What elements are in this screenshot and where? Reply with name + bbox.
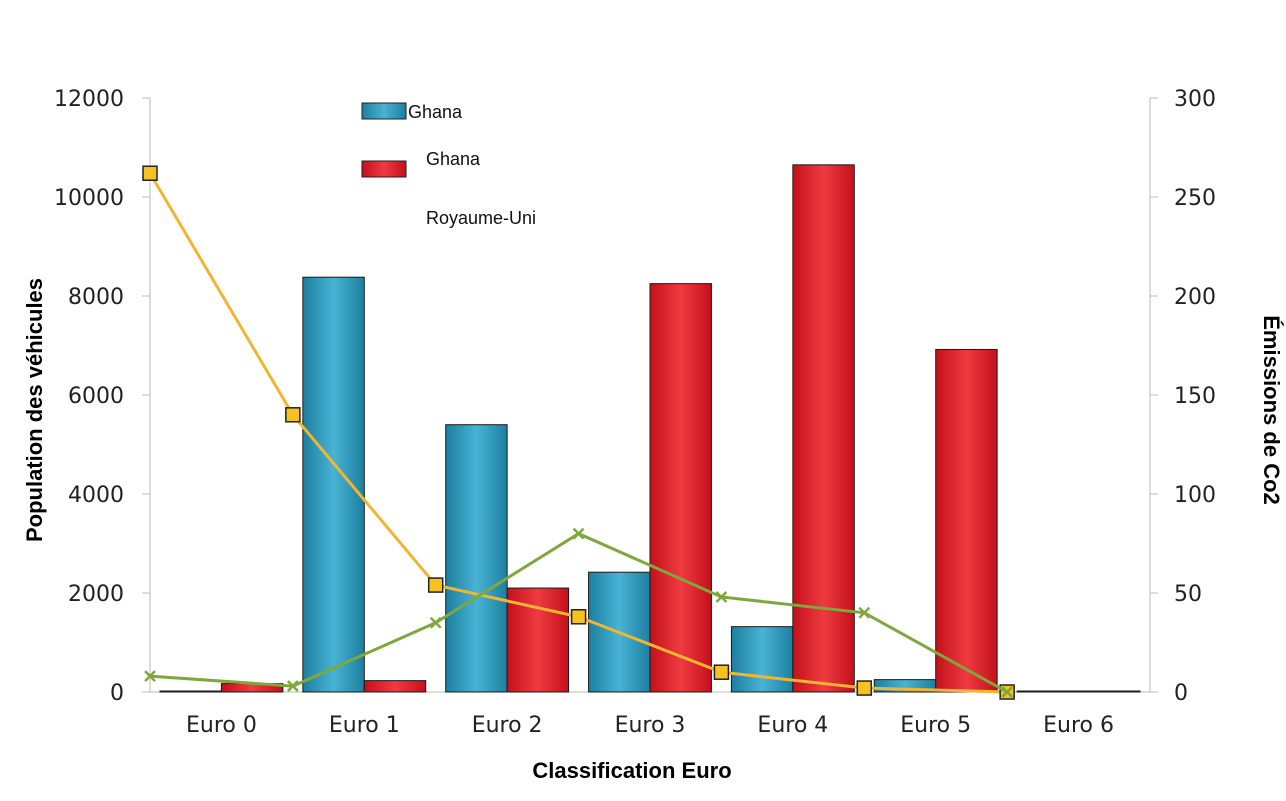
right-tick-label: 250 [1174, 186, 1216, 211]
bars [159, 164, 1141, 693]
x-tick-label: Euro 5 [900, 713, 971, 738]
bar-blue-euro-1 [302, 276, 365, 693]
line-green-marker [572, 527, 585, 540]
left-tick-label: 0 [110, 681, 124, 706]
x-tick-label: Euro 4 [757, 713, 828, 738]
left-tick-label: 6000 [68, 384, 124, 409]
y-axis-title: Population des véhicules [22, 278, 47, 542]
bar-red-euro-4 [792, 164, 855, 693]
left-tick-label: 12000 [54, 87, 124, 112]
bar-blue-euro-0 [159, 690, 222, 693]
x-tick-label: Euro 2 [472, 713, 543, 738]
x-tick-label: Euro 1 [329, 713, 400, 738]
bar-red-euro-3 [649, 283, 712, 693]
left-ticks: 0 2000 4000 6000 8000 10000 12000 [54, 87, 150, 706]
legend-label-3: Royaume-Uni [426, 208, 536, 228]
left-tick-label: 2000 [68, 582, 124, 607]
x-tick-labels: Euro 0 Euro 1 Euro 2 Euro 3 Euro 4 Euro 5 Euro… [186, 713, 1114, 738]
x-tick-label: Euro 3 [615, 713, 686, 738]
bar-blue-euro-2 [445, 424, 508, 693]
line-green-marker [144, 670, 156, 683]
line-green-marker [1001, 686, 1014, 698]
legend-label-1: Ghana [408, 102, 463, 122]
line-yellow-marker [427, 577, 444, 593]
right-tick-label: 50 [1174, 582, 1202, 607]
right-tick-label: 100 [1174, 483, 1216, 508]
lines [142, 165, 1015, 700]
bar-red-euro-1 [363, 680, 427, 693]
line-yellow-marker [285, 407, 301, 423]
line-yellow-marker [570, 609, 587, 625]
line-green-marker [429, 616, 442, 629]
left-tick-label: 4000 [68, 483, 124, 508]
line-green-marker [858, 606, 871, 619]
line-yellow-marker [142, 165, 158, 181]
right-tick-label: 150 [1174, 384, 1216, 409]
right-tick-label: 300 [1174, 87, 1216, 112]
legend-swatch-ghana-red [361, 160, 407, 178]
legend: Ghana Ghana Royaume-Uni [361, 102, 536, 228]
line-green-marker [715, 591, 728, 603]
legend-label-2: Ghana [426, 149, 481, 169]
bar-blue-euro-4 [730, 626, 794, 693]
right-tick-label: 0 [1174, 681, 1188, 706]
x-axis-title: Classification Euro [532, 758, 731, 783]
x-tick-label: Euro 0 [186, 713, 257, 738]
legend-swatch-ghana-blue [361, 102, 407, 120]
bar-red-euro-5 [935, 348, 998, 693]
bar-red-euro-2 [506, 587, 570, 693]
line-green-marker [286, 680, 299, 692]
left-tick-label: 10000 [54, 186, 124, 211]
line-yellow-marker [713, 664, 730, 680]
bar-red-euro-6 [1078, 690, 1141, 693]
line-yellow-marker [856, 680, 873, 696]
y2-axis-title: Émissions de Co2 [1259, 315, 1284, 505]
bar-blue-euro-6 [1016, 690, 1080, 693]
right-ticks: 0 50 100 150 200 250 300 [1150, 87, 1216, 706]
right-tick-label: 200 [1174, 285, 1216, 310]
left-tick-label: 8000 [68, 285, 124, 310]
x-tick-label: Euro 6 [1043, 713, 1114, 738]
